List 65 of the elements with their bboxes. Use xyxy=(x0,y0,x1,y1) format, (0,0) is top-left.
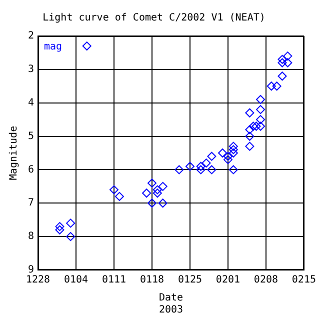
x-tick-label: 0215 xyxy=(292,274,316,286)
y-tick-label: 7 xyxy=(28,198,34,209)
point xyxy=(110,185,119,194)
point xyxy=(202,158,211,168)
point xyxy=(245,132,254,141)
y-axis-title: Magnitude xyxy=(8,126,20,180)
x-tick-label: 0111 xyxy=(102,274,126,286)
point xyxy=(252,122,261,131)
x-tick-label: 0208 xyxy=(254,274,278,286)
point xyxy=(142,188,152,198)
point xyxy=(228,148,238,158)
point xyxy=(248,122,258,131)
point xyxy=(256,95,266,104)
point xyxy=(245,125,254,134)
point xyxy=(278,54,287,64)
point xyxy=(185,162,194,171)
chart-title: Light curve of Comet C/2002 V1 (NEAT) xyxy=(42,12,266,24)
point xyxy=(256,105,266,114)
point xyxy=(158,182,168,191)
point xyxy=(283,58,292,68)
point xyxy=(66,232,76,242)
y-tick-label: 3 xyxy=(28,64,34,76)
point xyxy=(223,152,232,161)
point xyxy=(228,145,238,154)
point xyxy=(207,152,216,161)
point xyxy=(114,192,124,201)
x-tick-label: 0125 xyxy=(178,274,202,286)
point xyxy=(245,108,254,118)
x-tick-label: 0118 xyxy=(140,274,164,286)
point xyxy=(228,165,238,174)
point xyxy=(245,142,254,151)
x-tick-label: 0201 xyxy=(216,274,240,286)
point xyxy=(152,185,162,194)
y-tick-label: 5 xyxy=(28,130,34,142)
point xyxy=(228,142,238,151)
point xyxy=(158,198,168,208)
y-tick-label: 6 xyxy=(28,164,34,176)
point xyxy=(196,162,206,171)
point xyxy=(152,188,162,198)
point xyxy=(218,148,228,158)
point xyxy=(278,72,287,81)
y-tick-label: 8 xyxy=(28,231,34,242)
text: mag xyxy=(44,42,62,53)
point xyxy=(55,225,64,234)
point xyxy=(147,178,156,188)
point xyxy=(272,82,282,91)
y-tick-label: 9 xyxy=(28,264,34,276)
point xyxy=(256,115,266,124)
x-axis-title: Date 2003 xyxy=(158,292,184,316)
point xyxy=(196,165,206,174)
point xyxy=(66,218,76,228)
point xyxy=(55,222,64,232)
point xyxy=(223,155,232,164)
point xyxy=(278,58,287,68)
point xyxy=(207,165,216,174)
point xyxy=(174,165,184,174)
point xyxy=(283,52,292,61)
x-tick-label: 1228 xyxy=(26,274,50,286)
point xyxy=(256,122,266,131)
point xyxy=(266,82,276,91)
x-tick-label: 0104 xyxy=(64,274,88,286)
y-tick-label: 4 xyxy=(28,97,34,108)
point xyxy=(147,198,156,208)
y-tick-label: 2 xyxy=(28,30,34,42)
point xyxy=(82,42,92,51)
